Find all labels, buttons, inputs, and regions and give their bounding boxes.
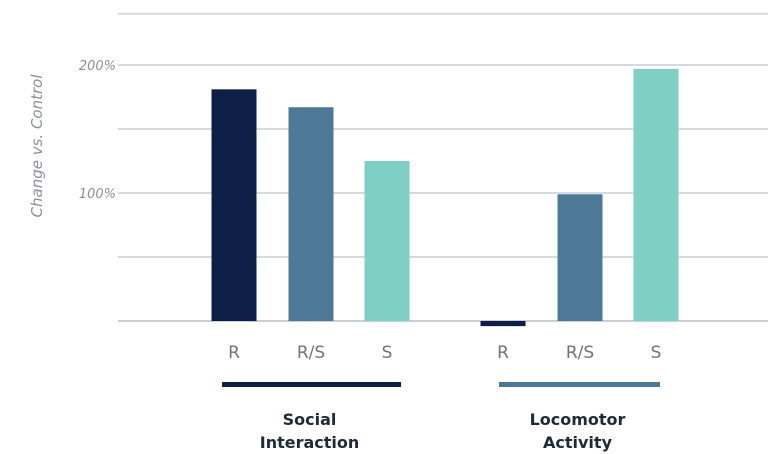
y-axis-label: Change vs. Control (28, 74, 46, 218)
y-ticks: 100% 200% (79, 59, 116, 202)
bars (211, 68, 679, 327)
bar-1-rs (557, 194, 603, 321)
group-labels: Social Interaction Locomotor Activity (222, 382, 660, 452)
category-label: S (382, 343, 393, 363)
group-label: Locomotor (530, 410, 626, 429)
bar-0-rs (288, 107, 334, 322)
group-label: Activity (543, 433, 613, 452)
category-label: R/S (297, 343, 325, 363)
bar-1-s (633, 68, 679, 321)
bar-1-r (480, 321, 526, 327)
group-label: Interaction (260, 433, 360, 452)
category-label: R (497, 343, 509, 363)
category-label: S (651, 343, 662, 363)
bar-0-r (211, 89, 257, 321)
category-label: R (228, 343, 240, 363)
group-underline (222, 382, 401, 387)
y-tick-label: 100% (79, 187, 116, 202)
category-labels: R R/S S R R/S S (228, 343, 661, 363)
y-tick-label: 200% (79, 59, 116, 74)
category-label: R/S (566, 343, 594, 363)
group-label: Social (283, 410, 337, 429)
group-underline (499, 382, 660, 387)
bar-0-s (364, 161, 410, 321)
